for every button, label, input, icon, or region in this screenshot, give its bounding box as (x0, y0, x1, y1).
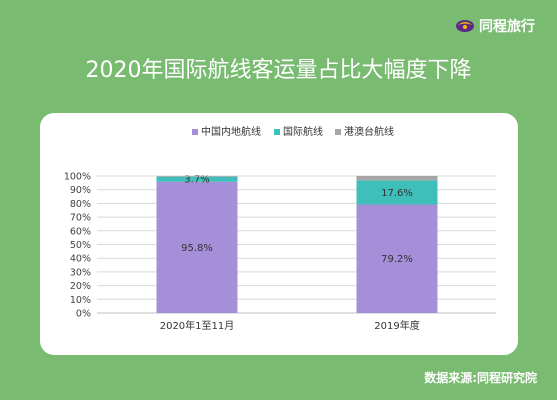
y-tick-label-0: 0% (76, 309, 91, 320)
y-tick-label-1: 10% (70, 295, 91, 306)
y-tick-label-10: 100% (64, 172, 91, 183)
legend-swatch-1 (274, 129, 280, 135)
data-label-1-0: 79.2% (381, 254, 413, 265)
y-tick-label-9: 90% (70, 185, 91, 196)
bar-segment-0-0 (156, 181, 238, 313)
y-tick-label-8: 80% (70, 199, 91, 210)
x-tick-label-0: 2020年1至11月 (160, 319, 235, 332)
bar-segment-0-2 (156, 176, 238, 177)
brand-logo: 同程旅行 (455, 16, 535, 36)
y-tick-label-4: 40% (70, 254, 91, 265)
legend-label-2: 港澳台航线 (344, 125, 394, 138)
y-tick-label-6: 60% (70, 226, 91, 237)
bar-segment-1-0 (356, 204, 438, 313)
x-tick-label-1: 2019年度 (374, 319, 419, 332)
bar-segment-0-1 (156, 176, 238, 182)
legend-swatch-2 (335, 129, 341, 135)
y-tick-label-2: 20% (70, 281, 91, 292)
legend-label-0: 中国内地航线 (201, 125, 261, 138)
bar-segment-1-1 (356, 180, 438, 205)
stacked-bar-chart: 中国内地航线 国际航线 港澳台航线 0% 10% 20% 30% 40% 50% 60% 70% 80… (64, 125, 496, 332)
data-label-0-1: 3.7% (184, 175, 209, 186)
y-tick-label-3: 30% (70, 267, 91, 278)
legend-label-1: 国际航线 (283, 125, 323, 138)
data-label-0-0: 95.8% (181, 243, 213, 254)
data-label-1-1: 17.6% (381, 188, 413, 199)
page-title: 2020年国际航线客运量占比大幅度下降 (85, 58, 472, 83)
bar-segment-1-2 (356, 176, 438, 181)
legend-swatch-0 (192, 129, 198, 135)
data-source: 数据来源:同程研究院 (424, 371, 537, 385)
brand-name: 同程旅行 (479, 19, 535, 35)
tongcheng-logo-icon (456, 20, 474, 32)
chart-card: 中国内地航线 国际航线 港澳台航线 0% 10% 20% 30% 40% 50% 60% 70% 80… (40, 113, 518, 355)
y-tick-label-7: 70% (70, 213, 91, 224)
y-tick-label-5: 50% (70, 240, 91, 251)
